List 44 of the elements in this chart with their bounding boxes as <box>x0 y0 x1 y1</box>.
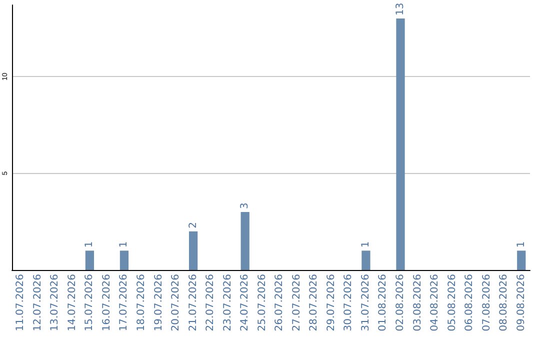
x-tick-label: 23.07.2026 <box>222 274 234 332</box>
x-tick-label: 18.07.2026 <box>136 274 147 332</box>
x-tick-label: 17.07.2026 <box>118 274 130 332</box>
x-tick-label: 25.07.2026 <box>256 274 268 332</box>
x-tick-label: 28.07.2026 <box>308 274 320 332</box>
x-tick-label: 02.08.2026 <box>395 274 406 332</box>
bar <box>85 250 94 270</box>
x-tick-label: 22.07.2026 <box>205 274 216 332</box>
bar <box>362 250 370 270</box>
x-tick-label: 20.07.2026 <box>170 274 182 332</box>
x-tick-label: 04.08.2026 <box>430 274 441 332</box>
x-tick-label: 03.08.2026 <box>412 274 424 332</box>
data-label: 1 <box>118 241 130 248</box>
x-tick-label: 15.07.2026 <box>84 274 96 332</box>
x-tick-label: 31.07.2026 <box>360 274 372 332</box>
x-tick-label: 24.07.2026 <box>240 274 251 332</box>
x-tick-label: 19.07.2026 <box>153 274 164 332</box>
x-tick-label: 13.07.2026 <box>50 274 61 332</box>
bar <box>396 18 405 270</box>
x-tick-label: 29.07.2026 <box>326 274 337 332</box>
x-tick-label: 07.08.2026 <box>481 274 492 332</box>
data-label: 1 <box>360 241 372 248</box>
x-tick-label: 05.08.2026 <box>446 274 458 332</box>
x-tick-label: 30.07.2026 <box>343 274 354 332</box>
data-label: 3 <box>240 202 251 209</box>
bar <box>120 250 129 270</box>
x-tick-label: 06.08.2026 <box>464 274 476 332</box>
bar <box>517 250 526 270</box>
x-tick-label: 16.07.2026 <box>101 274 112 332</box>
bar <box>188 231 198 270</box>
bar <box>240 212 250 270</box>
x-tick-label: 26.07.2026 <box>274 274 286 332</box>
data-label: 2 <box>188 222 199 228</box>
x-tick-label: 21.07.2026 <box>188 274 199 332</box>
x-tick-label: 11.07.2026 <box>15 274 26 332</box>
x-tick-label: 09.08.2026 <box>516 274 527 332</box>
data-label: 13 <box>395 2 406 16</box>
data-label: 1 <box>516 241 527 248</box>
x-tick-label: 01.08.2026 <box>378 274 389 332</box>
x-tick-label: 12.07.2026 <box>32 274 44 332</box>
x-tick-label: 08.08.2026 <box>498 274 510 332</box>
x-tick-label: 27.07.2026 <box>291 274 302 332</box>
x-tick-label: 14.07.2026 <box>66 274 78 332</box>
data-label: 1 <box>84 241 96 248</box>
